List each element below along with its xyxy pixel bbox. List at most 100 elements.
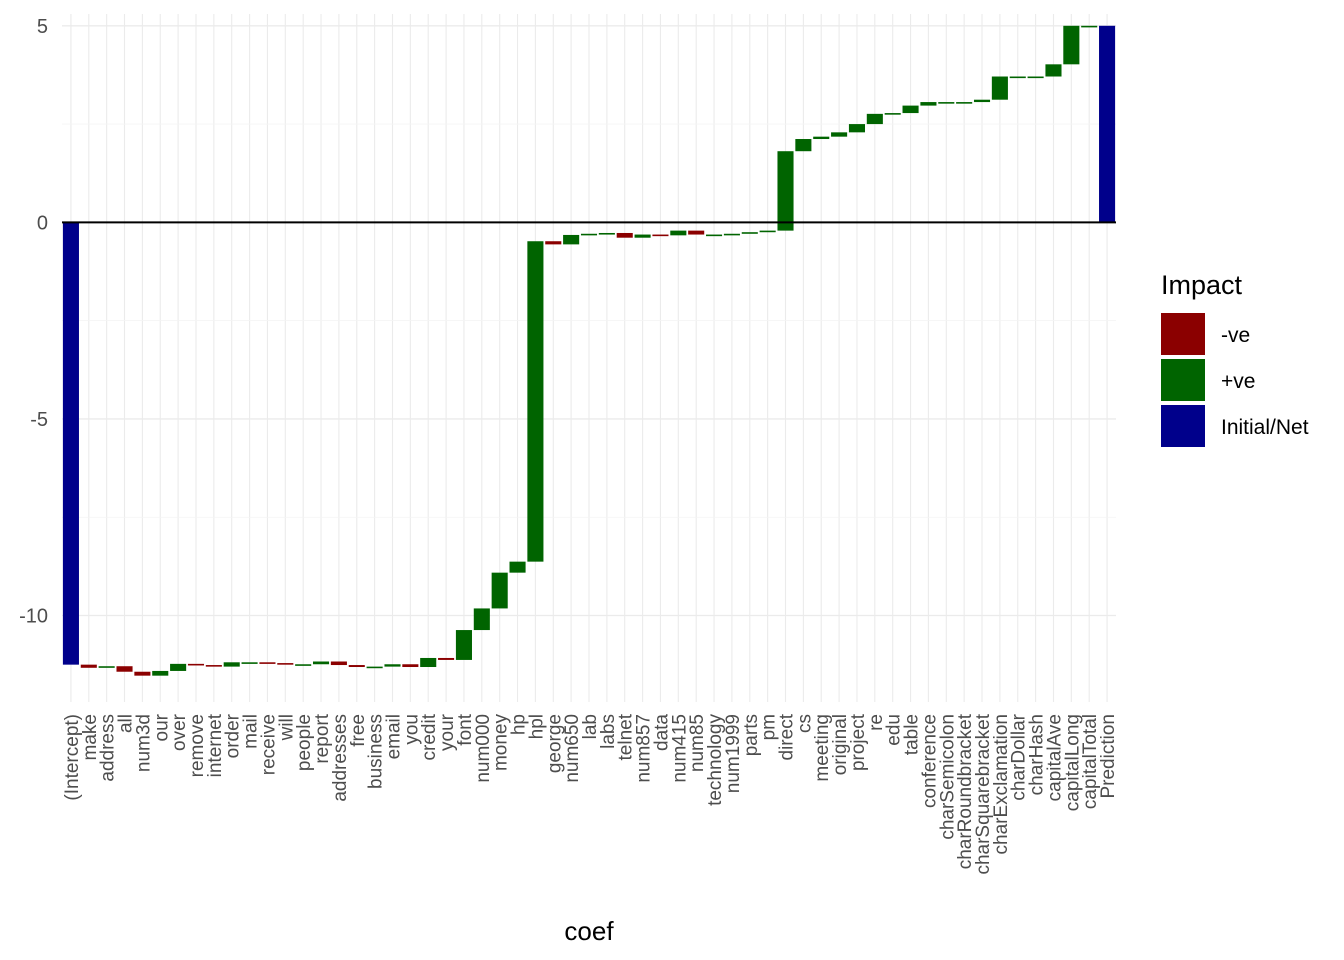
x-tick-label: all: [116, 714, 137, 733]
x-tick-label: you: [401, 714, 422, 745]
x-tick-label: over: [169, 713, 190, 751]
bar-re: [866, 113, 883, 125]
x-tick-label: charExclamation: [991, 714, 1012, 854]
x-tick-label: mail: [241, 714, 262, 749]
x-tick-label: font: [455, 713, 476, 745]
x-tick-label: telnet: [616, 713, 637, 760]
bar-will: [277, 663, 294, 665]
x-tick-label: people: [294, 714, 315, 771]
bar-(Intercept): [62, 222, 79, 665]
x-tick-label: (Intercept): [62, 714, 83, 801]
legend-key: [1161, 313, 1205, 355]
legend: Impact -ve +ve Initial/Net: [1161, 270, 1309, 447]
bar-email: [384, 664, 401, 667]
bar-num000: [473, 608, 490, 631]
x-tick-label: capitalLong: [1062, 714, 1083, 811]
legend-key: [1161, 359, 1205, 401]
x-tick-label: order: [223, 713, 244, 758]
x-tick-label: Prediction: [1098, 714, 1119, 799]
y-tick-label: -5: [30, 409, 48, 431]
x-tick-label: your: [437, 713, 458, 751]
legend-key: [1161, 405, 1205, 447]
x-tick-label: make: [80, 714, 101, 760]
bar-remove: [187, 663, 205, 666]
bar-george: [545, 241, 562, 245]
x-tick-label: capitalAve: [1044, 714, 1065, 801]
bar-technology: [706, 234, 723, 237]
bar-charSquarebracket: [973, 99, 991, 103]
x-tick-label: num415: [669, 714, 690, 783]
x-tick-label: num857: [634, 714, 655, 783]
x-tick-label: num650: [562, 714, 583, 783]
bar-lab: [580, 233, 598, 236]
bar-num650: [563, 234, 580, 245]
bar-charSemicolon: [938, 102, 955, 104]
bar-make: [80, 664, 97, 668]
bar-receive: [259, 662, 276, 664]
x-tick-label: our: [151, 713, 172, 741]
bar-project: [848, 124, 866, 133]
x-tick-label: money: [491, 714, 512, 772]
bar-charHash: [1027, 76, 1044, 79]
bar-mail: [241, 662, 258, 664]
x-tick-label: direct: [777, 713, 798, 760]
legend-label: +ve: [1221, 370, 1255, 393]
bar-charRoundbracket: [956, 102, 973, 104]
bar-people: [295, 664, 312, 666]
x-tick-label: charHash: [1027, 714, 1048, 795]
bar-internet: [205, 665, 222, 667]
legend-title: Impact: [1161, 270, 1243, 300]
x-tick-label: addresses: [330, 714, 351, 802]
bar-address: [98, 666, 115, 668]
x-tick-label: data: [651, 714, 672, 751]
legend-label: Initial/Net: [1221, 416, 1309, 439]
legend-label: -ve: [1221, 324, 1250, 347]
bar-report: [312, 661, 330, 665]
x-tick-label: hp: [509, 714, 530, 735]
x-tick-label: cs: [794, 714, 815, 733]
x-tick-label: business: [366, 714, 387, 789]
bar-order: [223, 662, 240, 667]
bar-direct: [777, 151, 794, 231]
x-tick-label: project: [848, 713, 869, 771]
bar-edu: [884, 113, 901, 115]
bar-cs: [795, 139, 812, 152]
bar-original: [831, 132, 848, 137]
bar-over: [170, 663, 187, 671]
x-tick-label: charDollar: [1009, 713, 1030, 800]
bar-pm: [759, 230, 776, 233]
x-tick-label: hpl: [526, 714, 547, 739]
x-tick-label: email: [383, 714, 404, 759]
x-tick-label: original: [830, 714, 851, 775]
bar-num85: [688, 230, 705, 235]
bar-conference: [920, 102, 937, 106]
bar-labs: [598, 232, 615, 235]
x-tick-label: edu: [884, 714, 905, 746]
x-tick-label: technology: [705, 714, 726, 806]
bar-business: [366, 666, 383, 669]
x-tick-label: will: [276, 714, 297, 741]
x-tick-label: parts: [741, 714, 762, 756]
bar-you: [402, 664, 419, 668]
x-tick-label: meeting: [812, 714, 833, 782]
bar-charExclamation: [991, 76, 1008, 100]
x-tick-label: charRoundbracket: [955, 713, 976, 869]
bar-capitalAve: [1045, 64, 1062, 77]
bar-hpl: [527, 241, 544, 562]
x-tick-label: pm: [759, 714, 780, 740]
bar-table: [902, 105, 919, 114]
bar-data: [652, 234, 669, 237]
bar-meeting: [813, 136, 830, 140]
x-tick-label: credit: [419, 713, 440, 760]
bar-parts: [741, 232, 758, 234]
x-tick-label: george: [544, 714, 565, 773]
x-tick-label: remove: [187, 714, 208, 777]
x-tick-label: table: [902, 714, 923, 755]
bars: [62, 25, 1116, 676]
bar-credit: [420, 657, 437, 668]
bar-your: [438, 657, 455, 660]
x-tick-label: re: [866, 714, 887, 731]
bar-font: [455, 630, 472, 660]
x-tick-label: report: [312, 713, 333, 763]
